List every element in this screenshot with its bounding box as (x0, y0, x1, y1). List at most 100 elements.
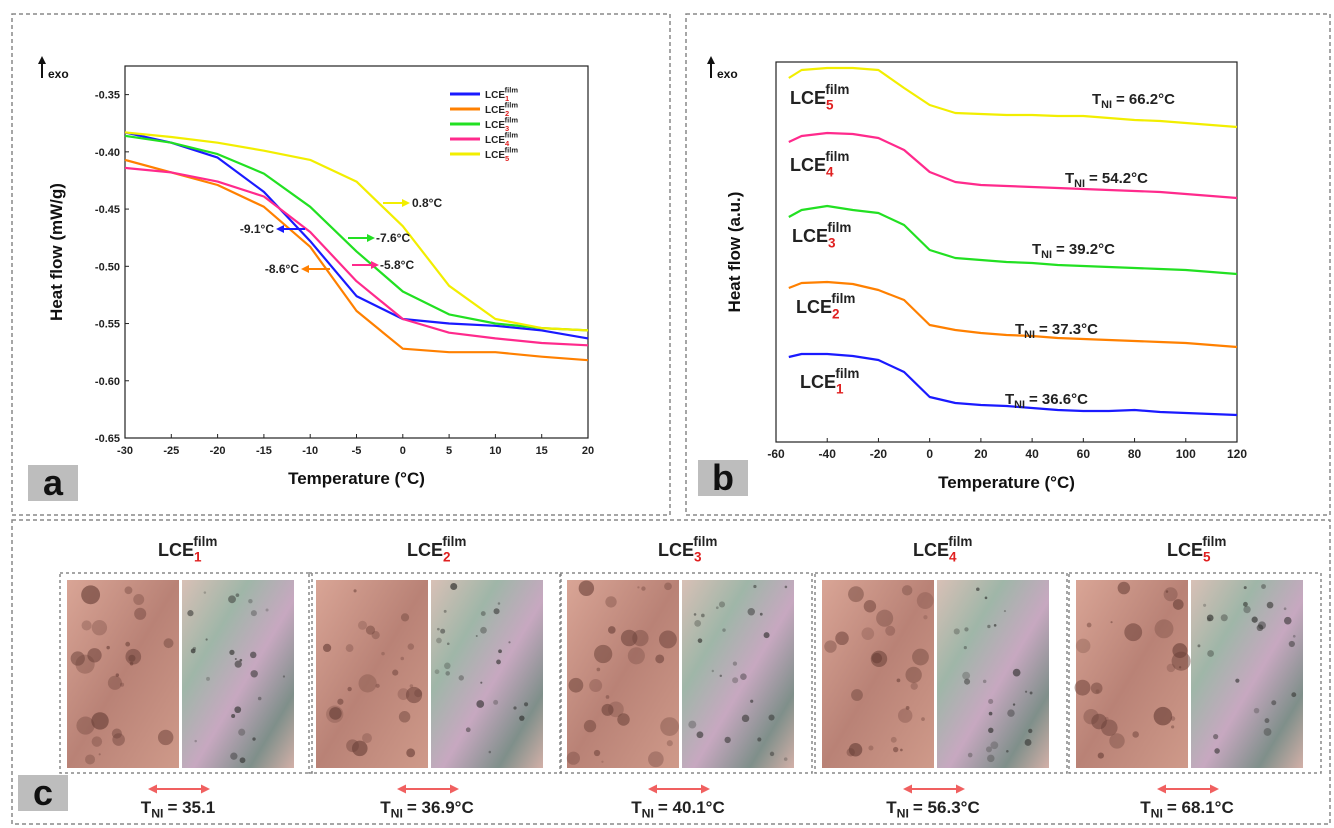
micrograph-texture (81, 585, 100, 604)
tni-label: TNI= 39.2°C (1032, 241, 1115, 261)
sample-subscript: 1 (836, 381, 844, 396)
micrograph-texture (824, 640, 836, 652)
micrograph-texture (236, 593, 240, 597)
micrograph-texture (250, 670, 257, 677)
micrograph-texture (694, 613, 697, 616)
tni-subscript: NI (642, 806, 654, 820)
series-line (125, 132, 588, 330)
micrograph-texture (962, 672, 970, 680)
micrograph-texture (1006, 750, 1009, 753)
sample-subscript: 2 (443, 549, 451, 564)
sample-label: LCE5film (790, 82, 849, 112)
x-tick-label: -5 (352, 445, 362, 457)
series-line (789, 282, 1237, 347)
micrograph-texture (601, 761, 603, 763)
annotation: 0.8°C (412, 196, 442, 210)
tni-subscript: NI (1041, 249, 1052, 261)
sample-superscript: film (193, 534, 217, 549)
micrograph-texture (694, 620, 701, 627)
tni-symbol: T (1032, 241, 1041, 258)
sample-label: LCE2film (796, 291, 855, 321)
y-tick-label: -0.65 (95, 433, 120, 445)
micrograph-texture (964, 679, 970, 685)
sample-name: LCE (485, 150, 505, 161)
sample-subscript: 3 (828, 235, 836, 250)
sample-name: LCE (485, 90, 505, 101)
micrograph-texture (1243, 602, 1248, 607)
micrograph-texture (85, 754, 95, 764)
sample-subscript: 3 (694, 549, 702, 564)
sample-superscript: film (831, 291, 855, 306)
micrograph-texture (648, 751, 664, 767)
micrograph-texture (164, 638, 174, 648)
tni-subscript: NI (151, 806, 163, 820)
x-tick-label: 20 (974, 447, 988, 461)
series-line (125, 160, 588, 360)
micrograph-texture (697, 731, 704, 738)
x-tick-label: 15 (536, 445, 548, 457)
x-tick-label: -60 (767, 447, 785, 461)
micrograph-texture (235, 660, 242, 667)
micrograph-texture (106, 646, 109, 649)
micrograph-texture (82, 620, 92, 630)
micrograph-texture (191, 649, 196, 654)
micrograph-texture (954, 628, 960, 634)
micrograph-texture (450, 583, 457, 590)
x-tick-label: -30 (117, 445, 133, 457)
micrograph-texture (1132, 731, 1139, 738)
x-tick-label: -15 (256, 445, 272, 457)
micrograph-texture (1243, 606, 1250, 613)
micrograph-texture (885, 626, 895, 636)
micrograph-texture (921, 717, 925, 721)
sample-name: LCE (800, 372, 836, 392)
micrograph-texture (408, 643, 414, 649)
micrograph-texture (240, 757, 246, 763)
micrograph-texture (976, 587, 980, 591)
micrograph-texture (1087, 623, 1092, 628)
micrograph-texture (1007, 709, 1014, 716)
micrograph-texture (988, 699, 993, 704)
micrograph-texture (1171, 716, 1176, 721)
micrograph-texture (1096, 689, 1100, 693)
sample-superscript: film (827, 220, 851, 235)
micrograph-texture (125, 586, 133, 594)
x-tick-label: 120 (1227, 447, 1247, 461)
micrograph-texture (849, 743, 862, 756)
tni-subscript: NI (1151, 806, 1163, 820)
micrograph-texture (1124, 623, 1142, 641)
micrograph-texture (513, 706, 516, 709)
tni-label: TNI= 36.6°C (1005, 391, 1088, 411)
micrograph-texture (1235, 679, 1239, 683)
micrograph-texture (1155, 619, 1174, 638)
micrograph-texture (204, 591, 206, 593)
sample-label: LCE5film (1167, 534, 1226, 564)
x-tick-label: 0 (400, 445, 406, 457)
micrograph-texture (444, 663, 451, 670)
tni-symbol: T (1065, 170, 1074, 187)
micrograph-texture (158, 730, 173, 745)
micrograph-texture (748, 608, 755, 615)
micrograph-texture (494, 608, 500, 614)
micrograph-texture (347, 687, 351, 691)
micrograph-texture (398, 688, 410, 700)
micrograph-texture (1267, 602, 1274, 609)
sample-label: LCE1film (800, 366, 859, 396)
micrograph-texture (134, 608, 146, 620)
micrograph-texture (1198, 644, 1201, 647)
micrograph-texture (902, 585, 912, 595)
micrograph-texture (917, 592, 934, 609)
micrograph-texture (392, 670, 398, 676)
sample-name: LCE (796, 297, 832, 317)
tni-subscript: NI (1014, 399, 1025, 411)
micrograph-texture (187, 610, 193, 616)
micrograph-texture (1164, 587, 1178, 601)
micrograph-texture (732, 677, 738, 683)
sample-superscript: film (835, 366, 859, 381)
sample-subscript: 5 (505, 154, 509, 163)
micrograph-texture (112, 733, 125, 746)
micrograph-texture (719, 601, 725, 607)
micrograph-texture (1083, 709, 1098, 724)
tni-value: = 35.1 (167, 798, 215, 817)
sample-name: LCE (790, 88, 826, 108)
tni-symbol: T (141, 798, 152, 817)
